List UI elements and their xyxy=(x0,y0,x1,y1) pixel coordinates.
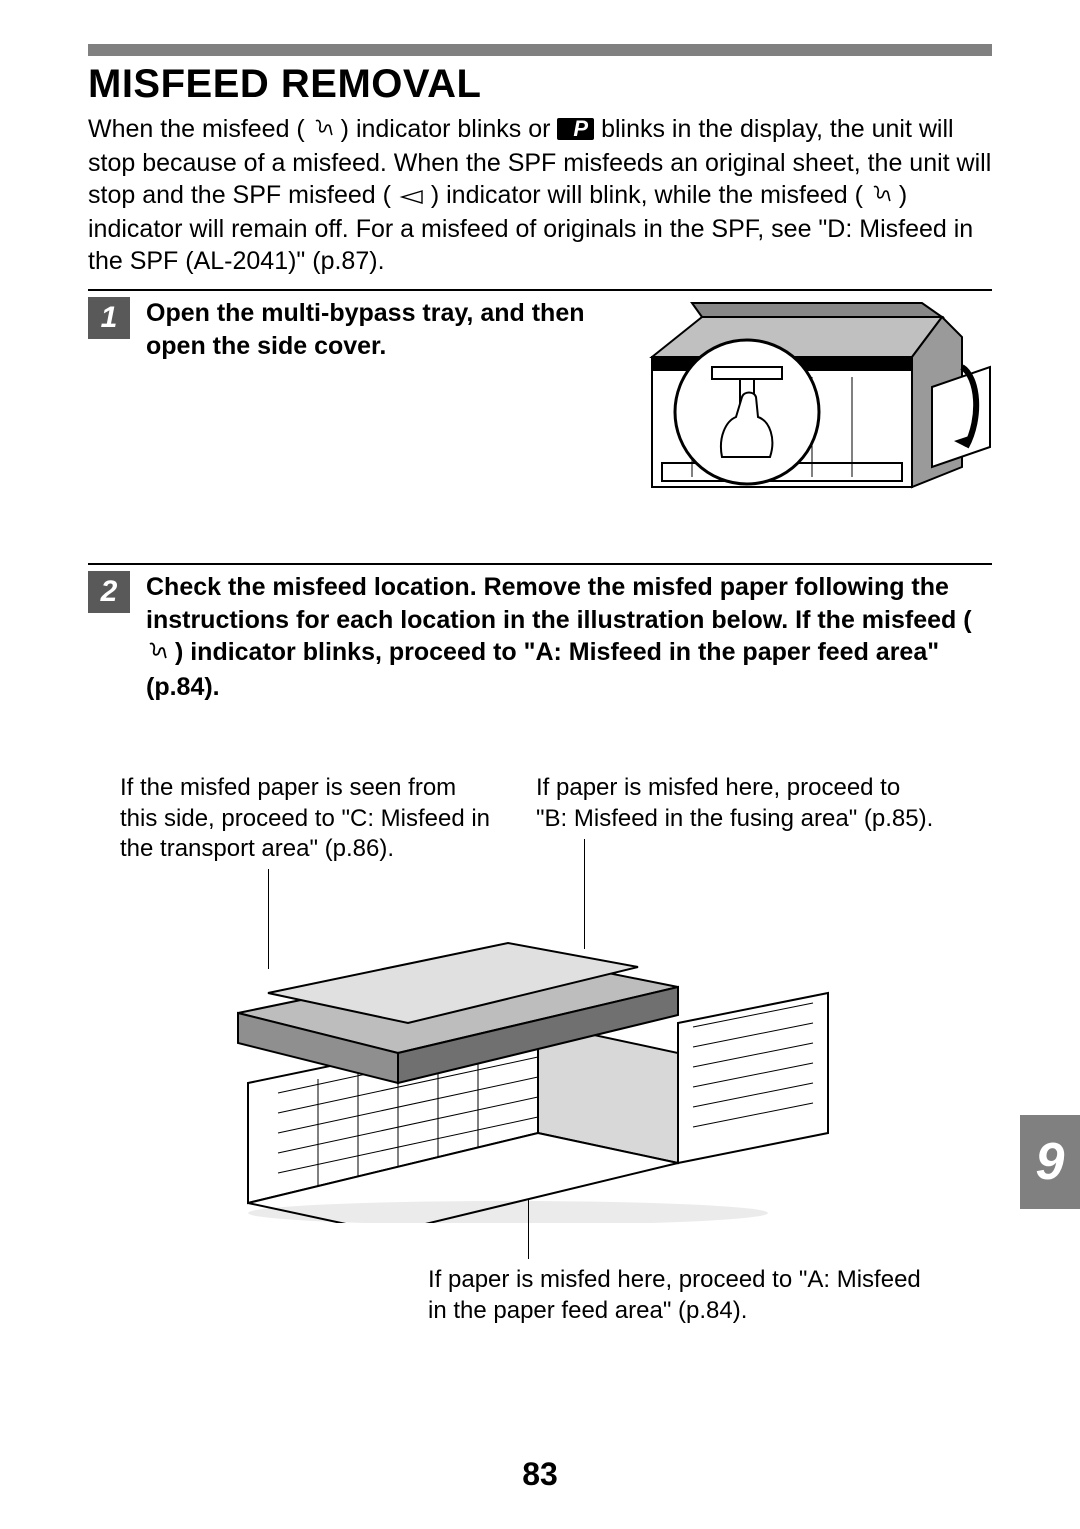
step-number-1: 1 xyxy=(88,297,130,339)
callout-paper-feed-area: If paper is misfed here, proceed to "A: … xyxy=(428,1265,928,1326)
step-2-t1: Check the misfeed location. Remove the m… xyxy=(146,573,972,634)
chapter-tab: 9 xyxy=(1020,1115,1080,1209)
step-number-2: 2 xyxy=(88,571,130,613)
misfeed-icon-3 xyxy=(146,638,168,671)
step-2-text: Check the misfeed location. Remove the m… xyxy=(146,571,992,703)
step-2-t2: ) indicator blinks, proceed to "A: Misfe… xyxy=(146,638,939,701)
step-2: 2 Check the misfeed location. Remove the… xyxy=(88,571,992,703)
intro-text-1: When the misfeed ( xyxy=(88,115,305,143)
printer-side-cover-illustration xyxy=(622,297,992,507)
page-title: MISFEED REMOVAL xyxy=(88,62,992,107)
callout-fusing-area: If paper is misfed here, proceed to "B: … xyxy=(536,773,936,834)
spf-misfeed-icon xyxy=(398,181,424,213)
page-number: 83 xyxy=(0,1456,1080,1493)
intro-text-2: ) indicator blinks or xyxy=(341,115,558,143)
spacer-1 xyxy=(88,507,992,557)
step-1-body: Open the multi-bypass tray, and then ope… xyxy=(146,297,992,507)
intro-text-4: ) indicator will blink, while the misfee… xyxy=(431,181,863,209)
manual-page: MISFEED REMOVAL When the misfeed ( ) ind… xyxy=(0,0,1080,1529)
display-p-icon: P xyxy=(557,118,594,140)
step-rule-1 xyxy=(88,289,992,291)
misfeed-location-diagram: If the misfed paper is seen from this si… xyxy=(88,773,992,1333)
intro-paragraph: When the misfeed ( ) indicator blinks or… xyxy=(88,113,992,277)
printer-open-illustration xyxy=(208,903,848,1223)
step-2-body: Check the misfeed location. Remove the m… xyxy=(146,571,992,703)
step-1: 1 Open the multi-bypass tray, and then o… xyxy=(88,297,992,507)
step-rule-2 xyxy=(88,563,992,565)
misfeed-icon xyxy=(312,115,334,147)
step-1-text: Open the multi-bypass tray, and then ope… xyxy=(146,297,602,507)
misfeed-icon-2 xyxy=(870,181,892,213)
callout-transport-area: If the misfed paper is seen from this si… xyxy=(120,773,500,865)
top-rule xyxy=(88,44,992,56)
